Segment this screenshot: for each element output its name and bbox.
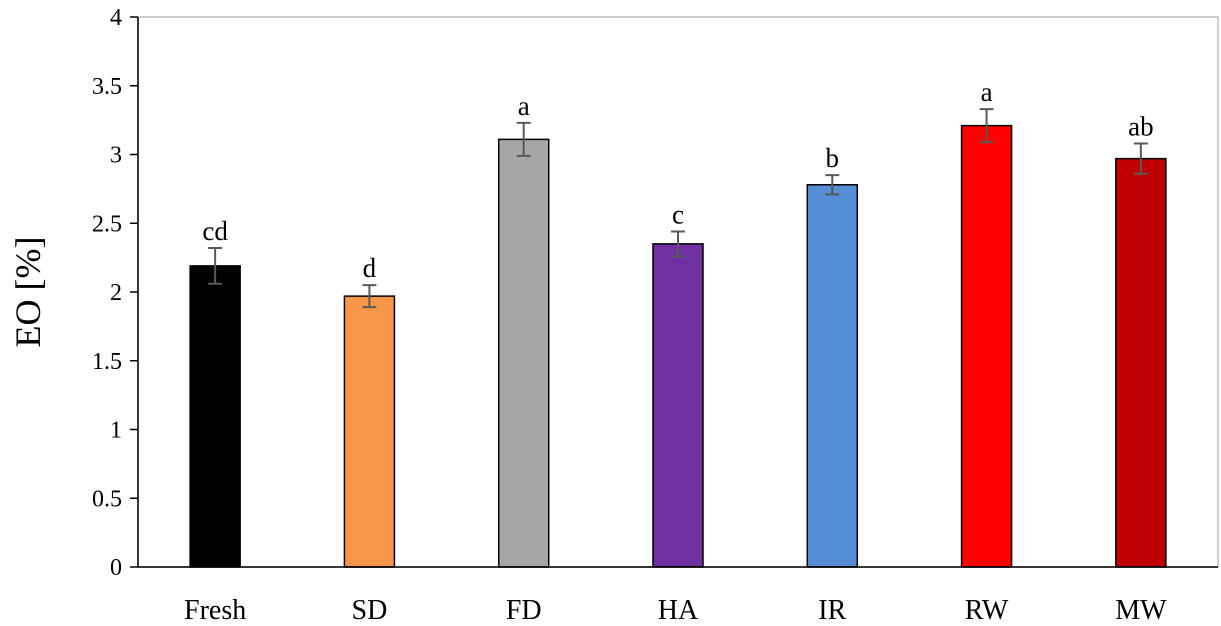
y-axis-title: EO [%]: [8, 237, 48, 348]
significance-letter-ir: b: [826, 143, 840, 173]
significance-letter-fd: a: [518, 91, 530, 121]
y-tick-label: 0.5: [92, 486, 122, 512]
x-tick-label-mw: MW: [1115, 595, 1167, 626]
x-tick-label-rw: RW: [965, 595, 1009, 626]
bar-ir: [806, 184, 859, 568]
error-bars-group: [208, 108, 1148, 309]
y-axis: 0 0.5 1 1.5 2 2.5 3 3.5 4: [92, 5, 138, 581]
y-tick-label: 0: [110, 555, 122, 581]
y-tick-label: 2.5: [92, 211, 122, 237]
significance-labels-group: cd d a c b a ab: [202, 77, 1153, 283]
significance-letter-fresh: cd: [202, 216, 228, 246]
x-tick-label-sd: SD: [352, 595, 388, 626]
significance-letter-rw: a: [981, 77, 993, 107]
bars-group: [189, 124, 1167, 568]
x-tick-label-fd: FD: [506, 595, 542, 626]
y-tick-label: 4: [110, 5, 122, 31]
x-axis: Fresh SD FD HA IR RW MW: [184, 595, 1167, 626]
bar-mw: [1115, 157, 1167, 568]
significance-letter-mw: ab: [1128, 112, 1153, 142]
x-tick-label-ir: IR: [818, 595, 846, 626]
y-tick-label: 3: [110, 143, 122, 169]
bar-rw: [960, 124, 1013, 568]
significance-letter-sd: d: [363, 253, 377, 283]
y-tick-label: 1: [110, 418, 122, 444]
bar-fresh: [189, 265, 241, 568]
significance-letter-ha: c: [672, 200, 684, 230]
x-tick-label-ha: HA: [658, 595, 699, 626]
bar-sd: [343, 295, 396, 568]
y-tick-label: 3.5: [92, 74, 122, 100]
y-tick-label: 1.5: [92, 349, 122, 375]
bar-ha: [652, 243, 704, 568]
x-tick-label-fresh: Fresh: [184, 595, 246, 626]
y-tick-label: 2: [110, 280, 122, 306]
bar-fd: [497, 138, 550, 568]
